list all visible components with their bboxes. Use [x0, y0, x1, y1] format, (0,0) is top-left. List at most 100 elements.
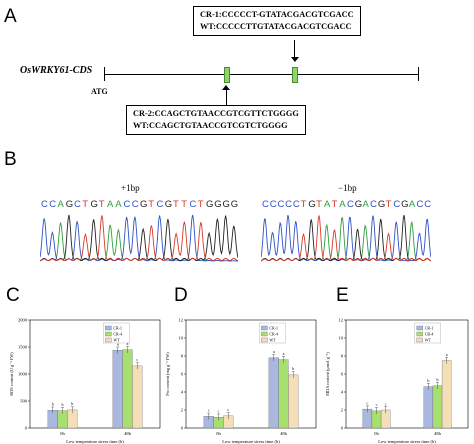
chromatogram-right: [261, 214, 431, 262]
legend-label: CR-1: [269, 326, 278, 331]
significance-label: b: [292, 366, 294, 371]
y-axis-label: ROS content (U g⁻¹ FW): [9, 352, 14, 396]
y-tick-label: 1500: [18, 345, 28, 350]
x-tick-label: 48h: [124, 431, 132, 436]
cr1-sequence-box: CR-1:CCCCCT-GTATACGACGTCGACC WT:CCCCCTTG…: [193, 6, 361, 36]
x-axis-label: Low temperature stress time (h): [378, 439, 436, 444]
wt1-sequence-line: WT:CCCCCTTGTATACGACGTCGACC: [200, 22, 352, 31]
trace-g: [40, 214, 238, 262]
significance-label: b: [427, 378, 429, 383]
trace-t: [261, 215, 431, 262]
x-tick-label: 0h: [216, 431, 221, 436]
sequence-right-base: A: [362, 199, 370, 210]
y-tick-label: 4: [181, 390, 184, 395]
significance-label: a: [117, 342, 119, 347]
sequence-right-base: T: [316, 199, 323, 210]
y-tick-label: 10: [179, 336, 184, 341]
chromatogram-left: [40, 214, 238, 262]
sequence-right-base: C: [292, 199, 301, 210]
legend-label: CR-4: [113, 332, 122, 337]
sequence-left-base: G: [65, 199, 74, 210]
bar: [268, 357, 279, 429]
sequence-right-base: C: [269, 199, 277, 210]
sequence-right-base: A: [323, 199, 331, 210]
pro-content-chart: 0 2 4 6 8 10 12 Pro content (mg g⁻¹ FW) c c c 0h a a b…: [165, 318, 317, 444]
x-axis-label: Low temperature stress time (h): [222, 439, 280, 444]
legend-swatch: [416, 325, 423, 331]
y-axis-label: Pro content (mg g⁻¹ FW): [165, 352, 170, 396]
sequence-left-base: G: [140, 199, 148, 210]
sequence-left-base: G: [214, 199, 223, 210]
legend-swatch: [105, 331, 112, 337]
panel-label-a: A: [4, 6, 17, 27]
significance-label: a: [446, 352, 448, 357]
connector-line-1: [294, 40, 295, 61]
gene-start-tick: [104, 67, 106, 81]
y-tick-label: 4: [341, 390, 344, 395]
sequence-left-base: T: [181, 199, 188, 210]
significance-label: a: [127, 341, 129, 346]
sequence-left-base: G: [164, 199, 173, 210]
bar: [278, 359, 289, 429]
legend-swatch: [261, 331, 268, 337]
x-tick-label: 48h: [280, 431, 288, 436]
sequence-right-base: C: [277, 199, 285, 210]
x-tick-label: 0h: [374, 431, 379, 436]
ros-content-chart: 0 500 1000 1500 2000 ROS content (U g⁻¹ FW) b b…: [9, 318, 161, 444]
sequence-right-base: G: [401, 199, 409, 210]
legend-label: CR-4: [425, 332, 434, 337]
sequence-right-base: T: [300, 199, 307, 210]
target-site-2: [224, 67, 230, 83]
sequence-right-base: G: [377, 199, 386, 210]
y-tick-label: 1000: [18, 372, 28, 377]
cr1-sequence-line: CR-1:CCCCCT-GTATACGACGTCGACC: [200, 10, 354, 19]
sequence-left-base: G: [230, 199, 239, 210]
y-tick-label: 12: [339, 318, 344, 323]
sequence-left-base: C: [131, 199, 140, 210]
y-tick-label: 6: [341, 372, 344, 377]
y-tick-label: 8: [341, 354, 344, 359]
y-tick-label: 2000: [18, 318, 28, 323]
legend-label: WT: [425, 338, 432, 343]
sequence-right-base: C: [347, 199, 355, 210]
panel-label-e: E: [336, 285, 349, 306]
target-site-1: [292, 67, 298, 83]
y-tick-label: 12: [179, 318, 184, 323]
sequence-right-base: C: [416, 199, 424, 210]
panel-label-d: D: [174, 285, 188, 306]
connector-line-2: [225, 88, 227, 105]
sequence-left-base: G: [90, 199, 99, 210]
gene-name-label: OsWRKY61-CDS: [20, 65, 93, 76]
gene-line: [104, 74, 419, 76]
sequence-left-base: C: [74, 199, 82, 210]
significance-label: b: [62, 402, 64, 407]
significance-label: c: [227, 407, 229, 412]
sequence-left-base: T: [173, 199, 180, 210]
bar: [112, 350, 123, 429]
mda-content-chart: 0 2 4 6 8 10 12 MDA content (µmol g⁻¹) c c c 0h b b a 4…: [325, 318, 469, 444]
bar: [288, 374, 299, 429]
significance-label: c: [218, 408, 220, 413]
arrow-down-icon: [290, 57, 299, 62]
panel-label-b: B: [4, 149, 17, 170]
legend-label: CR-1: [113, 326, 122, 331]
sequence-left-base: G: [206, 199, 214, 210]
sequence-right-base: C: [285, 199, 293, 210]
sequence-right-base: C: [424, 199, 432, 210]
sequence-left-base: T: [82, 199, 89, 210]
legend-swatch: [105, 325, 112, 331]
significance-label: b: [71, 401, 73, 406]
y-tick-label: 10: [339, 336, 344, 341]
y-tick-label: 0: [181, 426, 184, 431]
legend-swatch: [416, 331, 423, 337]
legend-swatch: [261, 337, 268, 343]
sequence-left-base: G: [222, 199, 231, 210]
legend-swatch: [105, 337, 112, 343]
sequence-left-base: A: [57, 199, 65, 210]
sequence-left-base: C: [41, 199, 49, 210]
y-tick-label: 0: [341, 426, 344, 431]
atg-label: ATG: [91, 87, 108, 96]
legend-swatch: [261, 325, 268, 331]
sequence-left-base: T: [148, 199, 155, 210]
legend-label: CR-1: [425, 326, 434, 331]
